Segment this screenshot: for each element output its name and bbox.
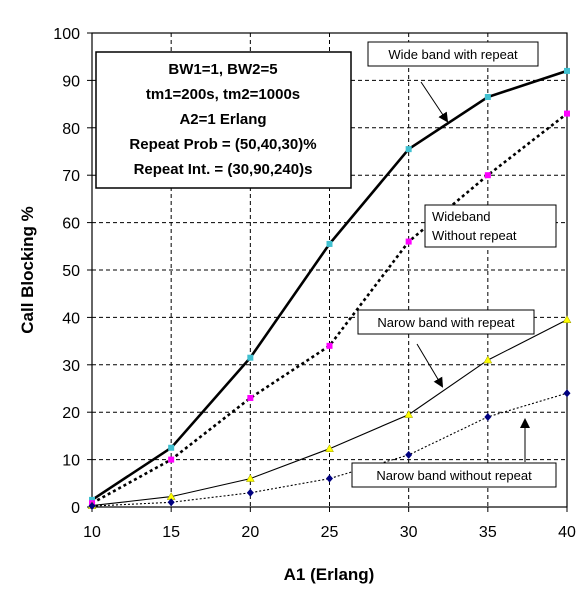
data-point [326,342,333,349]
data-point [405,450,413,459]
x-tick-label: 15 [162,524,180,541]
data-point [405,238,412,245]
series-4 [88,389,571,511]
annotation-text-narow-no-repeat: Narow band without repeat [376,468,532,483]
data-point [168,444,175,451]
data-point [404,410,414,418]
y-tick-label: 40 [62,310,80,327]
x-tick-label: 20 [241,524,259,541]
data-point [563,389,571,398]
data-point [405,146,412,153]
annotation-wide-band-with-repeat: Wide band with repeat [367,41,539,123]
y-tick-label: 60 [62,216,80,233]
y-tick-label: 100 [53,26,80,43]
data-point [484,412,492,421]
arrow-narow-repeat [416,343,444,388]
data-point [168,456,175,463]
data-point [483,355,493,364]
data-point [484,172,491,179]
data-point [247,394,254,401]
data-point [564,110,570,117]
annotation-wideband-without-repeat: Wideband Without repeat [424,204,557,248]
y-tick-label: 0 [71,500,80,517]
x-tick-label: 25 [321,524,339,541]
series-layer [87,67,572,511]
param-line-5: Repeat Int. = (30,90,240)s [134,161,313,178]
annotation-text-narow-repeat: Narow band with repeat [377,315,515,330]
y-tick-label: 70 [62,168,80,185]
y-axis-label: Call Blocking % [18,206,37,334]
annotation-narow-band-with-repeat: Narow band with repeat [357,309,535,388]
parameters-box: BW1=1, BW2=5 tm1=200s, tm2=1000s A2=1 Er… [95,51,352,189]
y-tick-label: 30 [62,358,80,375]
data-point [326,240,333,247]
data-point [562,315,572,324]
x-tick-label: 30 [400,524,418,541]
x-axis-label: A1 (Erlang) [284,565,375,584]
data-point [167,498,175,507]
param-line-1: BW1=1, BW2=5 [168,61,277,78]
x-tick-label: 40 [558,524,576,541]
y-tick-label: 20 [62,405,80,422]
y-tick-label: 10 [62,453,80,470]
arrow-wide-repeat [420,81,449,123]
param-line-2: tm1=200s, tm2=1000s [146,86,300,103]
annotation-text-wide-repeat: Wide band with repeat [388,47,518,62]
annotation-text-without-repeat: Without repeat [432,228,517,243]
param-line-3: A2=1 Erlang [179,111,266,128]
data-point [484,93,491,100]
data-point [564,67,570,74]
x-tick-label: 35 [479,524,497,541]
annotation-narow-band-without-repeat: Narow band without repeat [351,418,557,488]
data-point [326,474,333,483]
y-tick-label: 90 [62,73,80,90]
annotation-text-wideband: Wideband [432,209,491,224]
data-point [89,496,95,503]
data-point [246,488,254,497]
data-point [325,444,334,452]
y-tick-label: 50 [62,263,80,280]
y-tick-label: 80 [62,121,80,138]
series-1 [89,67,570,503]
data-point [88,502,96,511]
param-line-4: Repeat Prob = (50,40,30)% [129,136,316,153]
data-point [247,354,254,361]
data-point [245,474,255,482]
x-tick-label: 10 [83,524,101,541]
